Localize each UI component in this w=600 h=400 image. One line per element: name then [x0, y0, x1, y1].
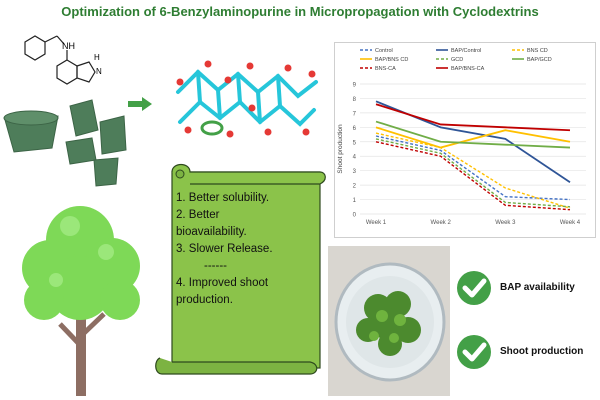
x-tick-label: Week 1 [366, 220, 387, 226]
arrow-right-icon [128, 97, 152, 111]
y-tick-label: 1 [353, 198, 357, 204]
legend-entry: BAP/BNS CD [375, 57, 408, 63]
inclusion-complex-model [176, 60, 318, 138]
outcome-label: Shoot production [500, 346, 584, 357]
benefits-list: 1. Better solubility. 2. Better bioavail… [176, 190, 326, 309]
benefit-line: production. [176, 294, 233, 306]
check-icon [457, 271, 491, 305]
legend-entry: BNS-CA [375, 66, 396, 72]
y-tick-label: 9 [353, 83, 357, 89]
series-line [375, 132, 571, 209]
outcome-label: BAP availability [500, 282, 575, 293]
benefit-line: bioavailability. [176, 226, 247, 238]
series-line [375, 120, 571, 149]
series-line [375, 126, 571, 149]
n-label: N [96, 67, 102, 76]
y-tick-label: 5 [353, 140, 357, 146]
legend-entry: BAP/BNS-CA [451, 66, 485, 72]
page-title: Optimization of 6-Benzylaminopurine in M… [61, 4, 539, 19]
x-tick-label: Week 3 [495, 220, 516, 226]
series-line [375, 135, 571, 201]
series-line [375, 141, 571, 211]
y-tick-label: 4 [353, 155, 357, 161]
benefit-line: ------ [204, 260, 227, 272]
x-tick-label: Week 2 [431, 220, 452, 226]
h-label: H [94, 53, 100, 62]
y-tick-label: 7 [353, 111, 357, 117]
y-tick-label: 8 [353, 97, 357, 103]
series-line [375, 138, 571, 208]
benefit-line: 1. Better solubility. [176, 192, 270, 204]
scroll [155, 163, 326, 375]
cyclodextrin-cones [3, 99, 127, 187]
legend-entry: BAP/GCD [527, 57, 552, 63]
legend-entry: BAP/Control [451, 48, 481, 54]
y-tick-label: 2 [353, 184, 357, 190]
check-icon [457, 335, 491, 369]
legend-entry: GCD [451, 57, 463, 63]
benefit-line: 2. Better [176, 209, 220, 221]
y-tick-label: 3 [353, 169, 357, 175]
benzylaminopurine-structure: NH H N [24, 35, 102, 85]
series-line [375, 103, 571, 132]
nh-label: NH [62, 41, 75, 51]
y-axis-label: Shoot production [337, 124, 344, 174]
legend-entry: Control [375, 48, 393, 54]
y-tick-label: 6 [353, 126, 357, 132]
tree [22, 206, 140, 396]
benefit-line: 3. Slower Release. [176, 243, 273, 255]
legend-entry: BNS CD [527, 48, 548, 54]
x-tick-label: Week 4 [560, 220, 581, 226]
y-tick-label: 0 [353, 213, 357, 219]
shoot-production-chart: Control BAP/Control BNS CD BAP/BNS CD GCD BAP… [334, 42, 596, 238]
benefit-line: 4. Improved shoot [176, 277, 269, 289]
petri-dish [328, 246, 450, 396]
